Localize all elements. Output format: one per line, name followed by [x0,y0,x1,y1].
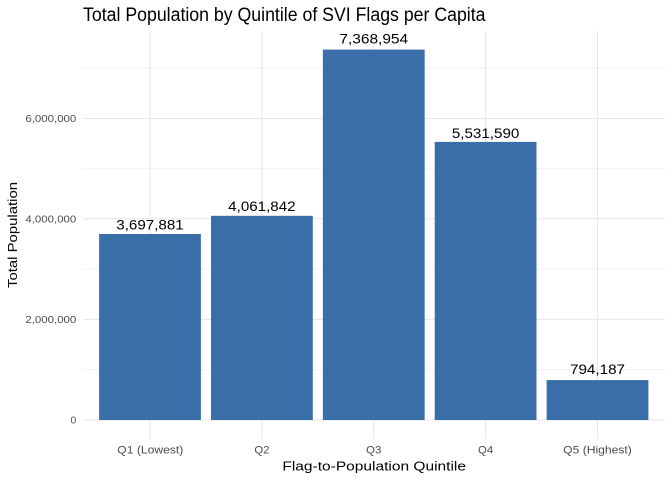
svg-text:5,531,590: 5,531,590 [452,126,520,141]
svg-text:4,000,000: 4,000,000 [25,215,76,226]
svg-text:Q3: Q3 [366,445,381,457]
svg-text:Q1 (Lowest): Q1 (Lowest) [117,445,183,457]
svg-text:3,697,881: 3,697,881 [116,217,183,232]
svg-text:0: 0 [71,416,77,427]
svg-text:794,187: 794,187 [570,362,625,377]
svg-text:6,000,000: 6,000,000 [25,114,76,125]
svg-text:Total Population by Quintile o: Total Population by Quintile of SVI Flag… [83,4,486,26]
svg-text:Q5 (Highest): Q5 (Highest) [563,445,632,457]
svg-text:4,061,842: 4,061,842 [228,199,295,214]
svg-text:Total Population: Total Population [5,182,20,288]
svg-text:7,368,954: 7,368,954 [339,31,408,46]
svg-text:Q4: Q4 [478,445,493,457]
svg-text:Flag-to-Population Quintile: Flag-to-Population Quintile [282,459,466,474]
svg-text:2,000,000: 2,000,000 [25,315,76,326]
svg-text:Q2: Q2 [254,445,269,457]
